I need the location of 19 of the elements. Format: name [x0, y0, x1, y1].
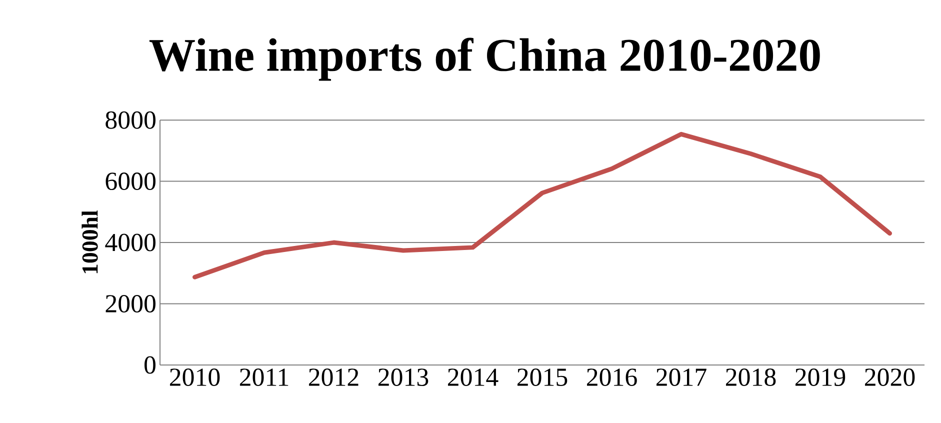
y-tick-label: 8000 [106, 111, 156, 129]
x-tick-label: 2012 [308, 368, 358, 386]
x-tick-label: 2020 [864, 368, 915, 386]
y-tick-label: 6000 [106, 172, 156, 190]
y-tick-label: 4000 [105, 234, 156, 252]
x-tick-label: 2011 [240, 368, 288, 386]
y-tick-label: 0 [144, 356, 156, 374]
y-axis-title: 1000hl [82, 210, 98, 274]
x-tick-label: 2015 [517, 368, 568, 386]
x-tick-label: 2018 [726, 368, 776, 386]
x-tick-label: 2013 [378, 368, 428, 386]
line-series [192, 132, 892, 280]
y-tick-label: 2000 [106, 295, 156, 313]
x-tick-label: 2019 [795, 368, 846, 386]
x-tick-label: 2017 [656, 368, 706, 386]
x-tick-label: 2014 [448, 368, 498, 386]
x-tick-label: 2010 [170, 368, 220, 386]
chart-title: Wine imports of China 2010-2020 [149, 38, 820, 81]
x-tick-label: 2016 [586, 368, 637, 386]
